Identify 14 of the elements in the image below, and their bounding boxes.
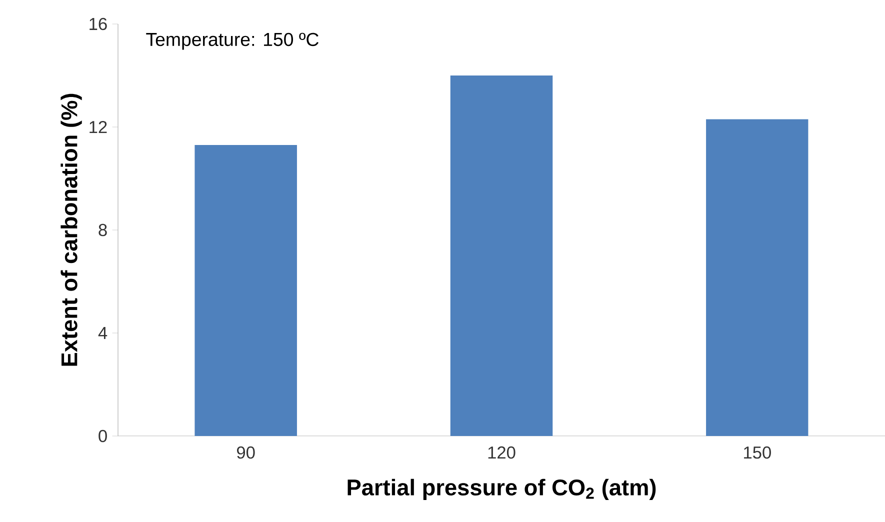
y-tick-label: 8: [98, 224, 107, 236]
bar: [450, 76, 553, 436]
y-tick-label: 0: [98, 430, 107, 442]
y-tick-label: 4: [98, 327, 108, 339]
y-tick-label: 12: [90, 120, 107, 134]
x-tick-label: 90: [237, 446, 255, 459]
bar: [194, 145, 297, 436]
bar: [706, 119, 808, 436]
x-axis-title: Partial pressure of CO$_{2}$ (atm): [348, 478, 656, 500]
y-tick-label: 16: [90, 18, 107, 30]
y-axis-title: Extent of carbonation (%): [60, 94, 82, 366]
annotation: Temperature: 150 ºC: [146, 32, 319, 50]
x-tick-label: 120: [488, 446, 516, 459]
x-tick-label: 150: [744, 446, 771, 459]
